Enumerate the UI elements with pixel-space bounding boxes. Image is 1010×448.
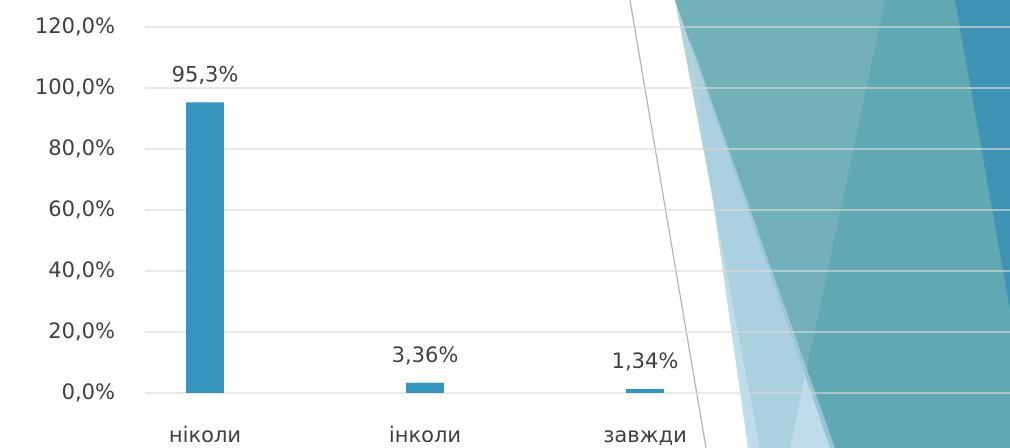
y-tick-label: 20,0%	[48, 319, 115, 343]
bar	[406, 383, 444, 393]
value-label: 3,36%	[392, 343, 459, 367]
x-tick-label: інколи	[389, 423, 461, 447]
y-tick-label: 60,0%	[48, 197, 115, 221]
x-tick-label: завжди	[603, 423, 687, 447]
bar	[626, 389, 664, 393]
chart: 0,0% 20,0% 40,0% 60,0% 80,0% 100,0% 120,0% ніко…	[0, 0, 1010, 448]
value-label: 95,3%	[172, 62, 239, 86]
y-tick-label: 120,0%	[35, 14, 115, 38]
y-tick-label: 80,0%	[48, 136, 115, 160]
y-tick-label: 100,0%	[35, 75, 115, 99]
y-tick-label: 40,0%	[48, 258, 115, 282]
x-tick-label: ніколи	[169, 423, 241, 447]
decoration	[630, 0, 1010, 448]
value-label: 1,34%	[612, 349, 679, 373]
y-tick-label: 0,0%	[62, 380, 115, 404]
bar	[186, 102, 224, 393]
